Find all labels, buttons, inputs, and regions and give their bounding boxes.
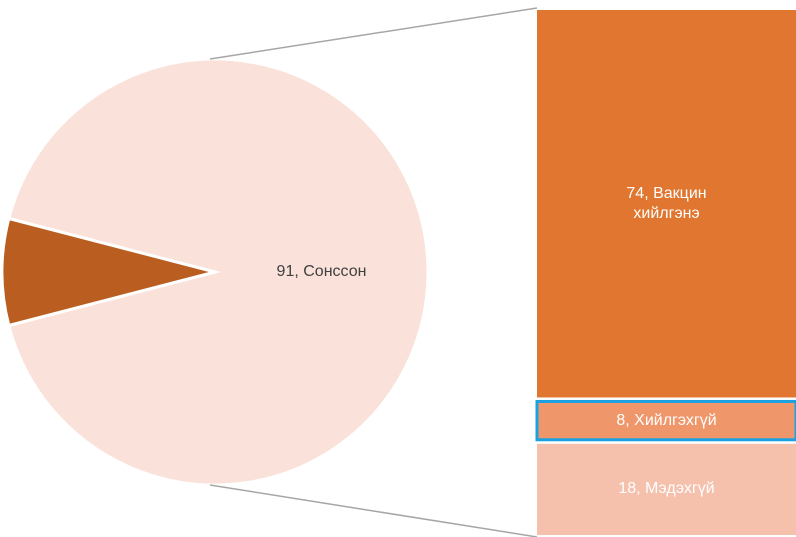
data-label: 18, Мэдэхгүй — [618, 480, 715, 498]
data-label: 91, Сонссон — [276, 263, 367, 280]
bar-segment — [537, 10, 796, 398]
pie-slice — [0, 216, 221, 328]
connector — [209, 7, 538, 60]
bar-segment — [535, 399, 796, 442]
bar-segment — [537, 443, 796, 535]
data-label: 8, Хийлгэхгүй — [616, 411, 717, 429]
data-label: 74, Вакцин хийлгэнэ — [626, 184, 707, 222]
connector — [209, 484, 538, 537]
